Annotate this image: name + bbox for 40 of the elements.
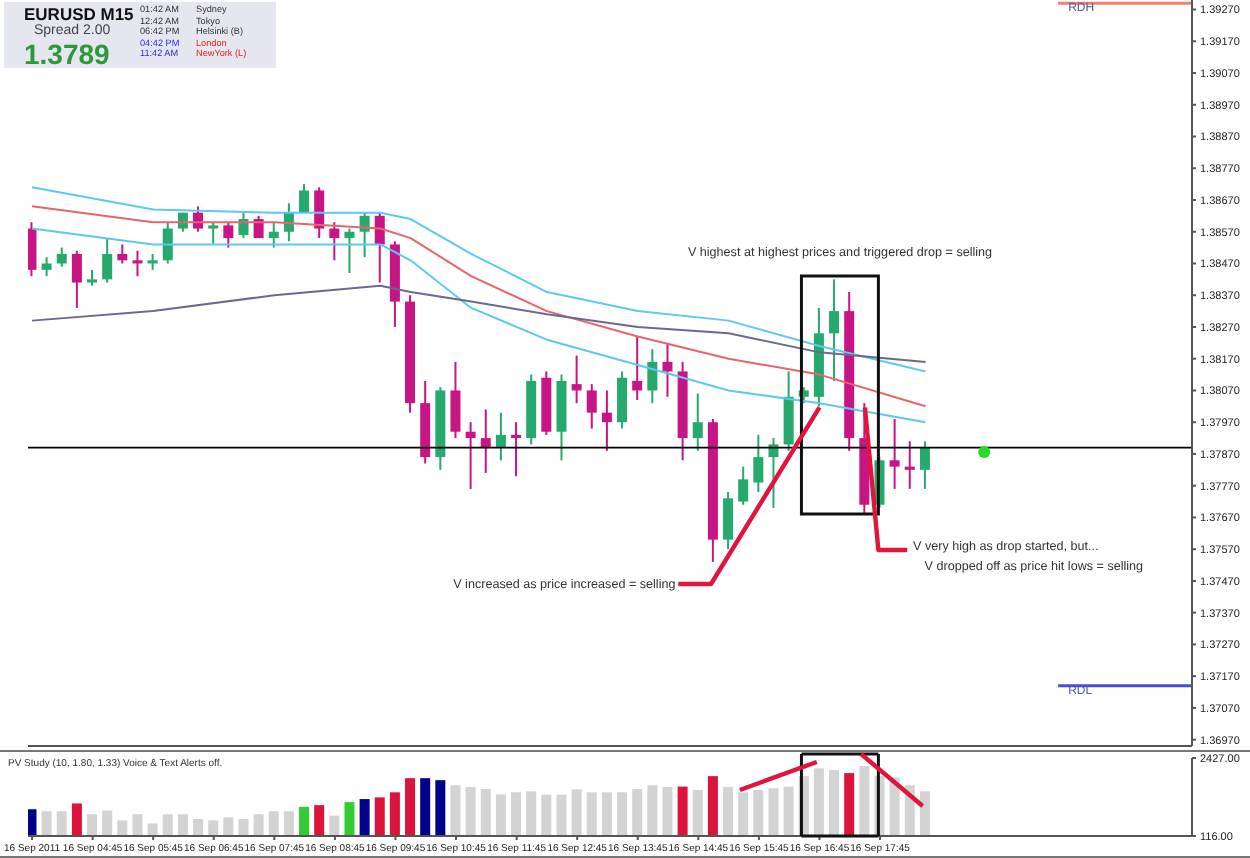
candlestick [268,221,279,249]
chart-title: EURUSD M15 [24,4,134,24]
candlestick [738,465,749,506]
candlestick [208,221,219,246]
candlestick [329,221,340,262]
candlestick [56,246,67,268]
candlestick [299,183,310,214]
candlestick [586,383,597,430]
candlestick [692,392,703,452]
candlestick [829,278,840,382]
candlestick [662,341,673,398]
candlestick [132,249,143,278]
candlestick [723,491,734,551]
candlestick [495,411,506,462]
candlestick [768,437,779,509]
candlestick [617,370,628,430]
candlestick [162,221,173,265]
candlestick [889,418,900,490]
candlestick [511,421,522,478]
candlestick [314,186,325,240]
candlestick [102,237,113,284]
candlestick [71,249,82,309]
candlestick [919,440,930,490]
candlestick [465,421,476,490]
candlestick [117,243,128,265]
candlestick [647,348,658,405]
candlestick [344,227,355,274]
candlestick [480,408,491,474]
candlestick [223,221,234,249]
candlestick [450,360,461,440]
candlestick [41,256,52,278]
candlestick [783,370,794,452]
line-series [31,284,927,363]
candlestick [632,335,643,401]
candlestick [753,433,764,494]
candlestick [571,354,582,405]
candlestick [601,389,612,452]
candlestick [28,221,37,278]
candlestick [904,440,915,490]
annotation: 1.3789 [24,38,110,70]
